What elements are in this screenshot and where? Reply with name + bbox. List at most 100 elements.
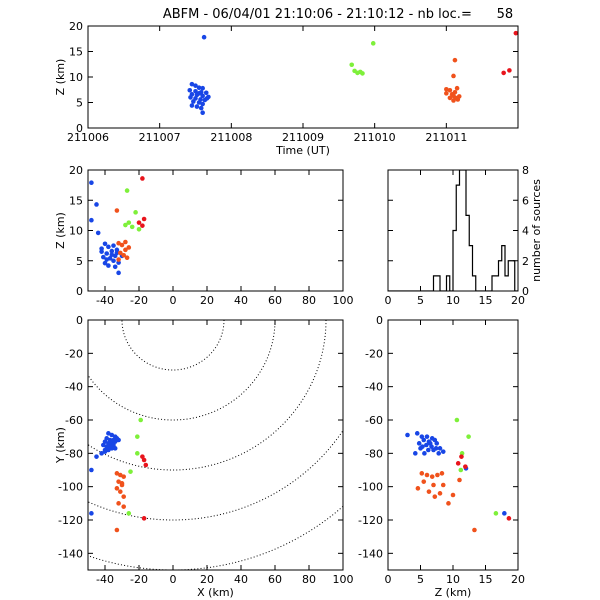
x-axis-label: Z (km) [435, 586, 472, 599]
source-point [455, 461, 461, 466]
x-tick-label: 211011 [425, 131, 467, 144]
y-tick-label: 0 [522, 285, 529, 298]
y-axis-label: Z (km) [54, 59, 67, 96]
height-histogram-content [388, 170, 518, 291]
x-tick-label: 10 [446, 294, 460, 307]
blue-sources [89, 431, 121, 516]
x-tick-label: 0 [170, 294, 177, 307]
source-point [447, 87, 453, 93]
y-tick-label: 2 [522, 255, 529, 268]
source-point [143, 462, 149, 468]
x-tick-label: 100 [333, 573, 354, 586]
plan-view-panel: -40 -20 0 20 40 60 80 100 -140 -120 -100 -80 -60 -40 -… [54, 314, 354, 599]
x-tick-label: 60 [268, 294, 282, 307]
source-point [193, 88, 198, 94]
green-sources [454, 417, 499, 516]
source-point [104, 257, 109, 262]
source-point [466, 434, 471, 439]
source-point [458, 467, 464, 473]
source-point [106, 431, 111, 436]
x-height-content [89, 176, 147, 276]
source-point [493, 511, 499, 516]
y-tick-label: -140 [358, 547, 383, 560]
source-point [121, 504, 126, 509]
green-sources [349, 41, 376, 76]
y-tick-label: -120 [58, 514, 83, 527]
x-height-panel: -40 -20 0 20 40 60 80 100 0 5 10 15 20 Z (km) [54, 164, 354, 307]
source-point [437, 446, 443, 451]
source-point [194, 104, 200, 109]
y-tick-label: 5 [76, 255, 83, 268]
source-point [102, 241, 108, 247]
y-tick-label: 15 [69, 194, 83, 207]
plan-view-frame [87, 319, 344, 571]
source-point [89, 180, 94, 186]
x-tick-label: 80 [302, 294, 316, 307]
y-tick-label: 0 [76, 285, 83, 298]
source-point [203, 90, 209, 96]
source-point [419, 434, 425, 439]
source-point [424, 442, 429, 448]
source-point [454, 417, 460, 423]
source-point [128, 469, 133, 474]
x-tick-label: 80 [302, 573, 316, 586]
y-tick-label: -120 [358, 514, 383, 527]
red-sources [455, 454, 512, 521]
y-tick-label: 20 [69, 20, 83, 33]
source-point [459, 454, 464, 459]
source-point [434, 441, 440, 446]
y-tick-label: -20 [65, 347, 83, 360]
source-point [121, 253, 126, 258]
source-point [133, 210, 138, 215]
source-point [450, 492, 456, 498]
source-point [419, 471, 425, 476]
source-point [101, 442, 106, 448]
x-tick-label: -40 [96, 294, 114, 307]
source-point [111, 258, 116, 264]
x-tick-label: 60 [268, 573, 282, 586]
y-tick-label: -60 [365, 414, 383, 427]
source-point [102, 260, 108, 266]
x-tick-label: 5 [417, 294, 424, 307]
height-y-frame [387, 319, 519, 571]
source-point [200, 93, 205, 99]
y-tick-label: 5 [76, 97, 83, 110]
source-point [141, 516, 147, 521]
histogram-outline [388, 170, 518, 291]
source-point [456, 94, 462, 99]
height-y-content [405, 417, 512, 533]
source-point [444, 86, 449, 92]
source-point [451, 73, 456, 79]
y-tick-label: -40 [65, 381, 83, 394]
source-point [141, 457, 147, 463]
source-point [191, 99, 196, 104]
x-tick-label: 100 [333, 294, 354, 307]
x-axis-label: Time (UT) [275, 144, 330, 157]
x-tick-label: 211009 [282, 131, 324, 144]
orange-sources [114, 208, 132, 262]
source-point [119, 481, 125, 486]
y-tick-label: -100 [58, 481, 83, 494]
source-point [135, 451, 140, 456]
x-tick-label: 0 [385, 573, 392, 586]
source-point [106, 263, 111, 268]
source-point [189, 81, 195, 87]
source-point [507, 68, 512, 73]
time-height-content [187, 30, 518, 115]
y-tick-label: -100 [358, 481, 383, 494]
y-tick-label: 10 [69, 225, 83, 238]
source-point [424, 472, 430, 478]
source-point [196, 100, 202, 105]
source-point [447, 95, 453, 101]
source-point [433, 446, 439, 451]
y-tick-label: 20 [69, 164, 83, 177]
source-point [432, 437, 438, 443]
x-tick-label: 20 [511, 573, 525, 586]
y-tick-label: -40 [365, 381, 383, 394]
source-point [114, 250, 120, 256]
source-point [118, 472, 123, 478]
source-point [126, 220, 132, 225]
x-tick-label: 211007 [139, 131, 181, 144]
